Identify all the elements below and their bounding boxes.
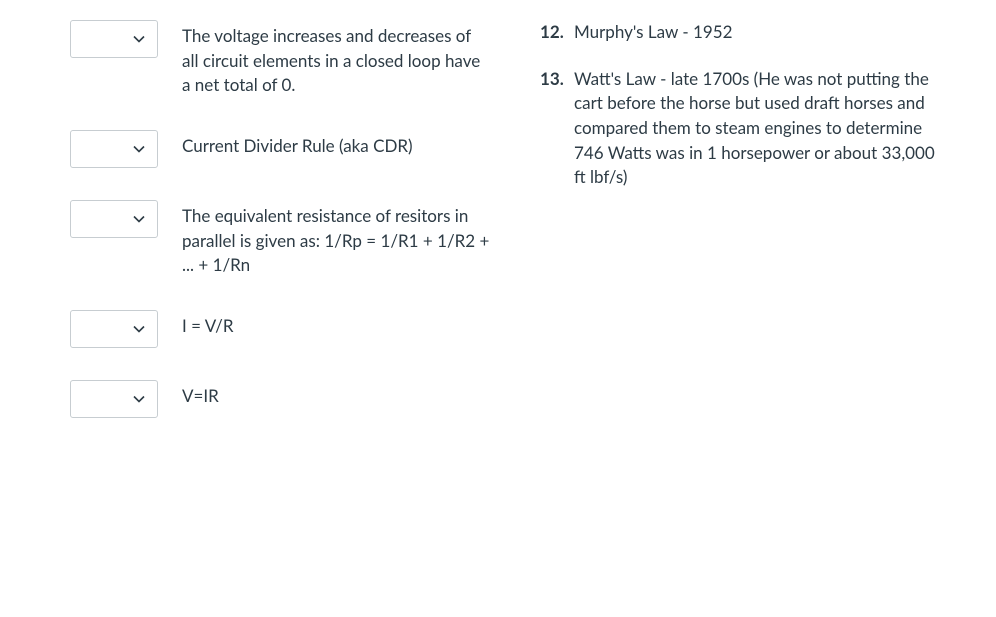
answer-number: 12.	[540, 20, 574, 45]
chevron-down-icon	[133, 137, 145, 162]
answer-row: 13. Watt's Law - late 1700s (He was not …	[540, 67, 936, 190]
answer-list-column: 12. Murphy's Law - 1952 13. Watt's Law -…	[540, 20, 936, 450]
match-row: The voltage increases and decreases of a…	[70, 20, 490, 98]
chevron-down-icon	[133, 387, 145, 412]
match-dropdown-1[interactable]	[70, 20, 158, 58]
match-text: I = V/R	[182, 310, 233, 339]
match-row: The equivalent resistance of resitors in…	[70, 200, 490, 278]
match-dropdown-3[interactable]	[70, 200, 158, 238]
answer-row: 12. Murphy's Law - 1952	[540, 20, 936, 45]
chevron-down-icon	[133, 207, 145, 232]
match-dropdown-2[interactable]	[70, 130, 158, 168]
match-row: I = V/R	[70, 310, 490, 348]
match-row: V=IR	[70, 380, 490, 418]
chevron-down-icon	[133, 27, 145, 52]
quiz-matching-container: The voltage increases and decreases of a…	[70, 20, 936, 450]
match-text: The equivalent resistance of resitors in…	[182, 200, 490, 278]
matching-left-column: The voltage increases and decreases of a…	[70, 20, 490, 450]
match-text: V=IR	[182, 380, 219, 409]
match-text: The voltage increases and decreases of a…	[182, 20, 490, 98]
match-dropdown-5[interactable]	[70, 380, 158, 418]
match-text: Current Divider Rule (aka CDR)	[182, 130, 413, 159]
answer-text: Watt's Law - late 1700s (He was not putt…	[574, 67, 936, 190]
match-dropdown-4[interactable]	[70, 310, 158, 348]
match-row: Current Divider Rule (aka CDR)	[70, 130, 490, 168]
answer-text: Murphy's Law - 1952	[574, 20, 936, 45]
answer-number: 13.	[540, 67, 574, 92]
chevron-down-icon	[133, 317, 145, 342]
